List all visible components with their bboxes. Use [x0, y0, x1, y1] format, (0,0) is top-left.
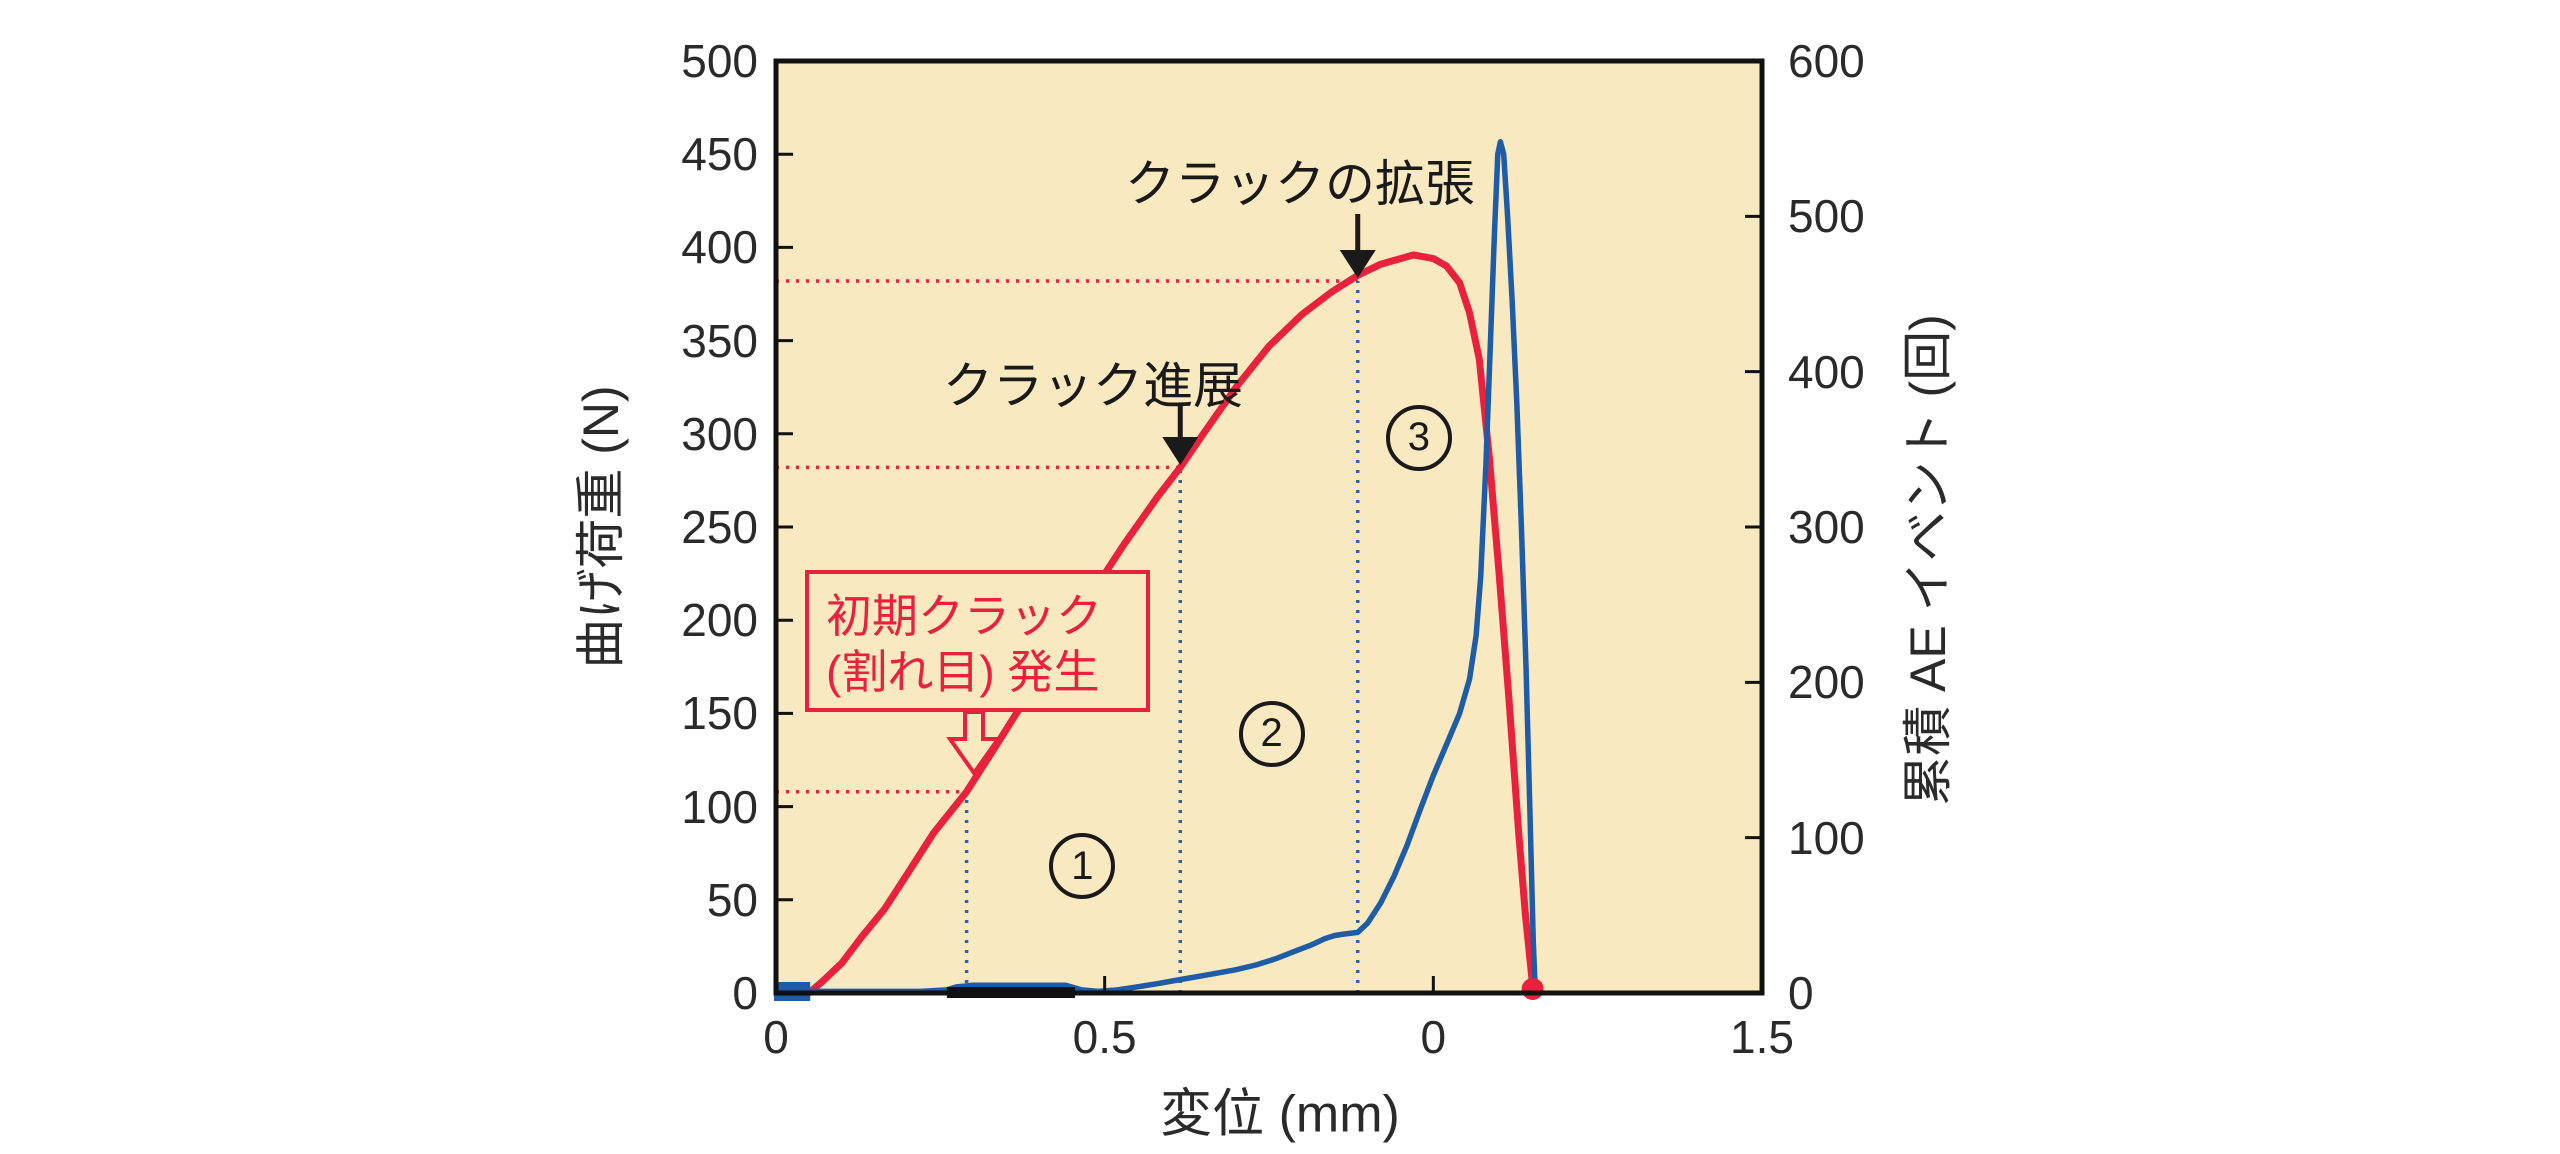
- initial-crack-box: [805, 570, 1150, 712]
- ae-curve: [786, 139, 1538, 995]
- load-curve: [805, 251, 1537, 997]
- crack-progress-arrow-head: [1162, 437, 1199, 465]
- initial-crack-pointer-arrow: [946, 710, 1002, 777]
- plot-background: [776, 61, 1762, 993]
- load-end-dot: [1521, 978, 1544, 1000]
- crack-expansion-arrow-head: [1339, 250, 1376, 278]
